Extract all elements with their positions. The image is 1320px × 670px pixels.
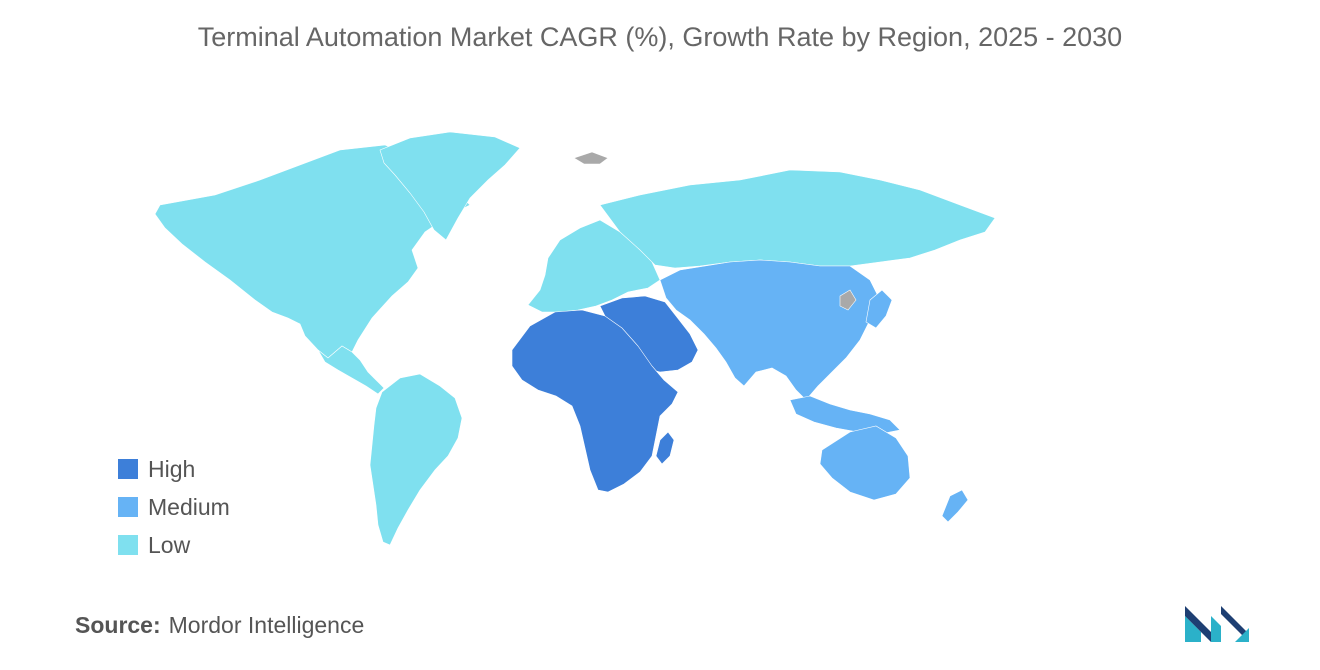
region-greenland bbox=[379, 131, 521, 241]
region-south-america bbox=[369, 373, 463, 546]
legend: High Medium Low bbox=[118, 450, 230, 564]
region-madagascar bbox=[655, 431, 675, 465]
legend-swatch-high bbox=[118, 459, 138, 479]
legend-item-high: High bbox=[118, 450, 230, 488]
region-asia bbox=[659, 259, 881, 401]
legend-label-medium: Medium bbox=[148, 493, 230, 520]
chart-title: Terminal Automation Market CAGR (%), Gro… bbox=[197, 22, 1123, 52]
legend-label-high: High bbox=[148, 455, 196, 482]
legend-item-low: Low bbox=[118, 526, 230, 564]
source-note: Source: Mordor Intelligence bbox=[75, 612, 364, 639]
region-new-zealand bbox=[941, 489, 969, 523]
legend-swatch-low bbox=[118, 535, 138, 555]
legend-label-low: Low bbox=[148, 531, 191, 558]
region-australia bbox=[819, 425, 911, 501]
source-text: Mordor Intelligence bbox=[168, 612, 365, 638]
region-russia bbox=[599, 169, 996, 269]
logo-icon bbox=[1185, 606, 1249, 642]
region-southeast-asia bbox=[789, 395, 901, 435]
legend-item-medium: Medium bbox=[118, 488, 230, 526]
region-svalbard bbox=[573, 151, 609, 165]
region-central-america bbox=[317, 345, 385, 395]
region-korea bbox=[839, 289, 857, 311]
region-japan bbox=[865, 289, 893, 329]
mordor-logo bbox=[1183, 602, 1251, 642]
region-africa bbox=[511, 309, 679, 493]
source-label: Source: bbox=[75, 612, 161, 638]
legend-swatch-medium bbox=[118, 497, 138, 517]
